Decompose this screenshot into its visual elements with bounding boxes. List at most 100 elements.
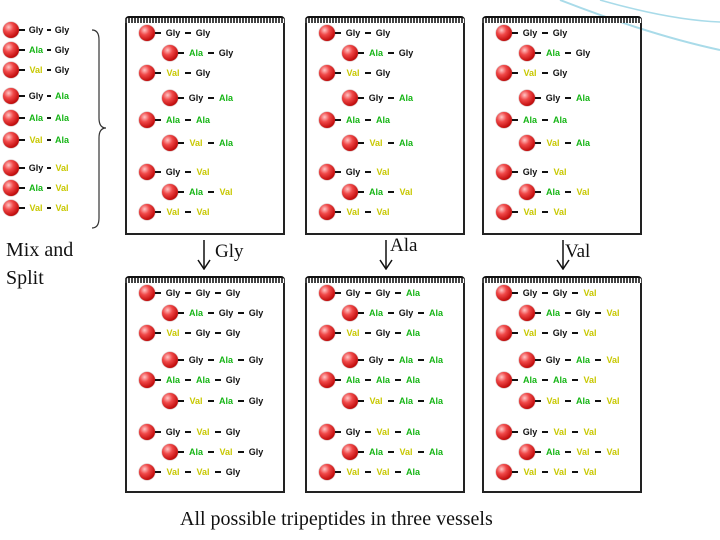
residue-label: Gly bbox=[225, 467, 241, 477]
peptide-bond bbox=[47, 167, 51, 169]
residue-label: Val bbox=[219, 187, 233, 197]
reaction-vessel-val: Gly Gly Ala Gly Val Gly Gly Ala Ala Ala Val Ala Gly V… bbox=[482, 16, 642, 235]
residue-label: Ala bbox=[405, 427, 420, 437]
residue-label: Ala bbox=[218, 138, 233, 148]
residue-label: Ala bbox=[552, 115, 567, 125]
peptide-bond bbox=[238, 400, 244, 402]
residue-label: Val bbox=[523, 467, 537, 477]
residue-label: Val bbox=[523, 328, 537, 338]
peptide-bond bbox=[565, 97, 571, 99]
decorative-swoosh bbox=[599, 0, 720, 23]
peptide-bond bbox=[512, 332, 518, 334]
resin-bead bbox=[319, 372, 335, 388]
residue-label: Val bbox=[606, 396, 620, 406]
residue-label: Val bbox=[55, 183, 69, 193]
peptide-chain: Gly Ala bbox=[342, 88, 418, 108]
residue-label: Gly bbox=[165, 167, 181, 177]
residue-label: Gly bbox=[54, 45, 70, 55]
residue-label: Gly bbox=[28, 163, 44, 173]
peptide-bond bbox=[535, 359, 541, 361]
peptide-chain: Val Ala bbox=[342, 133, 418, 153]
peptide-bond bbox=[365, 379, 371, 381]
resin-bead bbox=[519, 393, 535, 409]
residue-label: Gly bbox=[368, 355, 384, 365]
peptide-bond bbox=[358, 52, 364, 54]
residue-label: Gly bbox=[522, 28, 538, 38]
peptide-bond bbox=[215, 379, 221, 381]
peptide-bond bbox=[238, 312, 244, 314]
resin-bead bbox=[496, 372, 512, 388]
residue-label: Val bbox=[576, 187, 590, 197]
residue-label: Ala bbox=[398, 396, 413, 406]
resin-bead bbox=[319, 464, 335, 480]
peptide-bond bbox=[542, 211, 548, 213]
resin-bead bbox=[342, 393, 358, 409]
residue-label: Gly bbox=[248, 396, 264, 406]
residue-label: Gly bbox=[398, 48, 414, 58]
residue-label: Val bbox=[29, 135, 43, 145]
reaction-vessel-ala: Gly Gly Ala Gly Val Gly Gly Ala Ala Ala Val Ala Gly V… bbox=[305, 16, 465, 235]
resin-bead bbox=[319, 25, 335, 41]
peptide-bond bbox=[565, 142, 571, 144]
resin-bead bbox=[139, 372, 155, 388]
peptide-chain: Val Val bbox=[3, 198, 73, 218]
peptide-bond bbox=[542, 332, 548, 334]
residue-label: Val bbox=[576, 447, 590, 457]
peptide-bond bbox=[572, 471, 578, 473]
resin-bead bbox=[342, 45, 358, 61]
resin-bead bbox=[139, 65, 155, 81]
residue-label: Gly bbox=[345, 427, 361, 437]
peptide-bond bbox=[418, 451, 424, 453]
residue-label: Val bbox=[376, 207, 390, 217]
bracket bbox=[91, 29, 107, 229]
residue-label: Ala bbox=[165, 115, 180, 125]
residue-label: Val bbox=[606, 308, 620, 318]
peptide-bond bbox=[512, 171, 518, 173]
residue-label: Gly bbox=[552, 68, 568, 78]
peptide-bond bbox=[565, 52, 571, 54]
resin-bead bbox=[139, 25, 155, 41]
peptide-bond bbox=[208, 97, 214, 99]
residue-label: Ala bbox=[345, 375, 360, 385]
peptide-bond bbox=[335, 119, 341, 121]
resin-bead bbox=[162, 444, 178, 460]
residue-label: Ala bbox=[575, 396, 590, 406]
peptide-bond bbox=[185, 72, 191, 74]
residue-label: Gly bbox=[375, 68, 391, 78]
residue-label: Ala bbox=[375, 375, 390, 385]
peptide-chain: Ala Ala Val bbox=[496, 370, 602, 390]
peptide-bond bbox=[395, 379, 401, 381]
peptide-bond bbox=[512, 379, 518, 381]
peptide-bond bbox=[358, 451, 364, 453]
resin-bead bbox=[496, 204, 512, 220]
residue-label: Val bbox=[196, 467, 210, 477]
peptide-bond bbox=[365, 292, 371, 294]
residue-label: Val bbox=[553, 467, 567, 477]
down-arrow-icon bbox=[556, 240, 570, 270]
residue-label: Gly bbox=[552, 328, 568, 338]
peptide-bond bbox=[388, 451, 394, 453]
resin-bead bbox=[496, 25, 512, 41]
residue-label: Val bbox=[523, 68, 537, 78]
peptide-bond bbox=[595, 400, 601, 402]
residue-label: Gly bbox=[345, 28, 361, 38]
residue-label: Val bbox=[346, 207, 360, 217]
residue-label: Val bbox=[166, 467, 180, 477]
resin-bead bbox=[319, 285, 335, 301]
peptide-chain: Ala Val bbox=[342, 182, 418, 202]
residue-label: Val bbox=[55, 203, 69, 213]
resin-bead bbox=[319, 164, 335, 180]
peptide-bond bbox=[47, 95, 51, 97]
peptide-bond bbox=[238, 359, 244, 361]
peptide-bond bbox=[365, 332, 371, 334]
split-label-gly: Gly bbox=[215, 241, 244, 262]
resin-bead bbox=[3, 110, 19, 126]
residue-label: Ala bbox=[545, 187, 560, 197]
residue-label: Ala bbox=[405, 375, 420, 385]
resin-bead bbox=[3, 132, 19, 148]
peptide-bond bbox=[572, 379, 578, 381]
residue-label: Ala bbox=[188, 447, 203, 457]
residue-label: Val bbox=[583, 467, 597, 477]
peptide-chain: Ala Gly bbox=[3, 40, 73, 60]
